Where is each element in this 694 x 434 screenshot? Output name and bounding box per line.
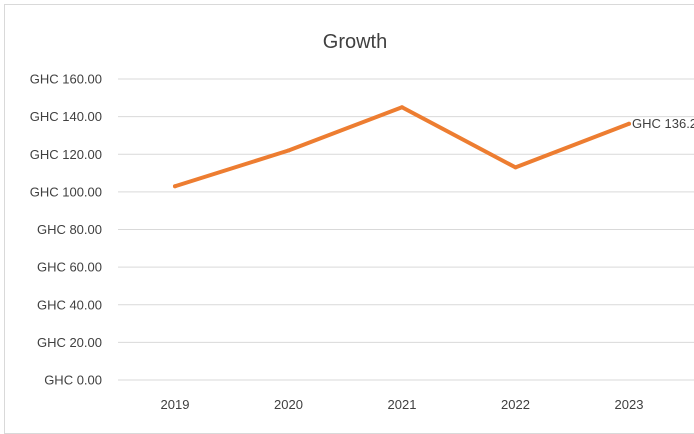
line-chart: Growth GHC 0.00 GHC 20.00 GHC 40.00 GHC 60.… <box>30 31 694 412</box>
chart-frame <box>4 4 694 434</box>
data-point <box>627 121 631 126</box>
y-tick-label: GHC 120.00 <box>30 147 102 162</box>
series-layer <box>173 105 631 189</box>
x-tick-label: 2021 <box>388 397 417 412</box>
x-tick-label: 2020 <box>274 397 303 412</box>
y-tick-label: GHC 100.00 <box>30 184 102 199</box>
x-axis-tick-labels: 2019 2020 2021 2022 2023 <box>161 397 644 412</box>
data-labels: GHC 136.20 <box>632 116 694 131</box>
y-tick-label: GHC 0.00 <box>44 373 102 388</box>
y-axis-tick-labels: GHC 0.00 GHC 20.00 GHC 40.00 GHC 60.00 GHC 8… <box>30 72 102 388</box>
y-tick-label: GHC 60.00 <box>37 260 102 275</box>
y-tick-label: GHC 80.00 <box>37 222 102 237</box>
chart-title: Growth <box>323 31 387 53</box>
data-point <box>173 184 177 189</box>
series-line <box>173 105 631 189</box>
gridlines <box>118 78 694 381</box>
data-label: GHC 136.20 <box>632 116 694 131</box>
data-point <box>400 105 404 110</box>
x-tick-label: 2022 <box>501 397 530 412</box>
y-tick-label: GHC 160.00 <box>30 72 102 87</box>
data-point <box>286 148 291 153</box>
x-tick-label: 2023 <box>615 397 644 412</box>
y-tick-label: GHC 140.00 <box>30 109 102 124</box>
y-tick-label: GHC 20.00 <box>37 335 102 350</box>
data-point <box>513 165 518 170</box>
y-tick-label: GHC 40.00 <box>37 297 102 312</box>
x-tick-label: 2019 <box>161 397 190 412</box>
